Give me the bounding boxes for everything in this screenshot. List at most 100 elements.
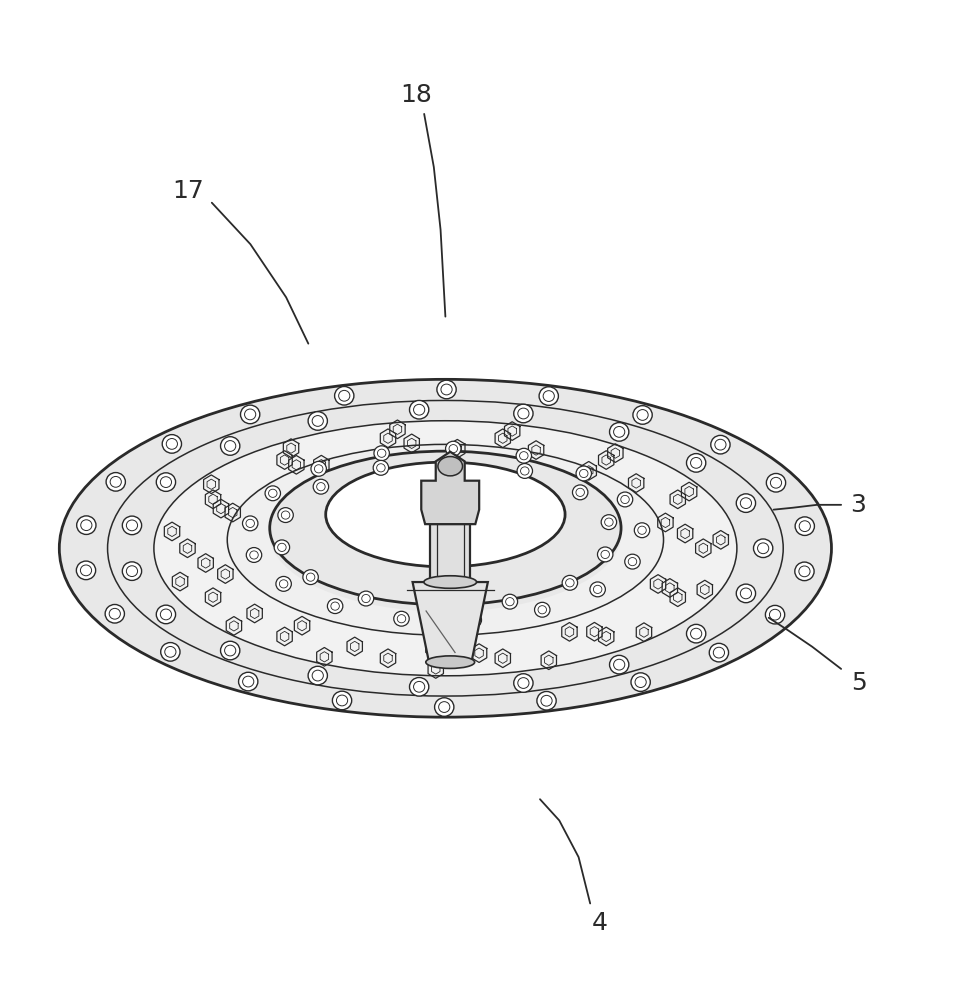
Ellipse shape xyxy=(327,599,343,614)
Ellipse shape xyxy=(469,616,478,624)
Ellipse shape xyxy=(576,466,591,481)
Ellipse shape xyxy=(245,409,256,420)
Ellipse shape xyxy=(737,584,756,603)
Ellipse shape xyxy=(325,462,565,567)
Ellipse shape xyxy=(282,511,289,519)
Ellipse shape xyxy=(737,494,756,512)
Ellipse shape xyxy=(634,523,650,538)
Ellipse shape xyxy=(278,543,287,551)
Ellipse shape xyxy=(466,613,481,627)
Text: 3: 3 xyxy=(851,493,866,517)
Ellipse shape xyxy=(505,598,514,606)
Ellipse shape xyxy=(374,446,389,461)
Ellipse shape xyxy=(154,421,737,676)
Ellipse shape xyxy=(270,458,621,612)
Ellipse shape xyxy=(449,458,458,466)
Ellipse shape xyxy=(161,643,180,661)
Ellipse shape xyxy=(631,673,650,691)
Ellipse shape xyxy=(597,547,613,562)
Ellipse shape xyxy=(238,672,257,691)
Ellipse shape xyxy=(374,460,388,475)
Ellipse shape xyxy=(799,566,810,577)
Ellipse shape xyxy=(537,691,557,710)
Ellipse shape xyxy=(106,473,126,491)
Ellipse shape xyxy=(800,521,810,532)
Ellipse shape xyxy=(109,608,120,619)
Ellipse shape xyxy=(795,562,814,581)
Ellipse shape xyxy=(227,443,663,634)
Text: 17: 17 xyxy=(171,179,203,203)
Ellipse shape xyxy=(767,473,786,492)
Text: 4: 4 xyxy=(591,911,608,935)
Ellipse shape xyxy=(637,410,649,420)
Ellipse shape xyxy=(317,483,325,491)
Ellipse shape xyxy=(439,702,450,712)
Ellipse shape xyxy=(741,498,751,509)
Ellipse shape xyxy=(246,548,261,562)
Ellipse shape xyxy=(325,462,565,567)
Ellipse shape xyxy=(166,439,177,449)
Ellipse shape xyxy=(397,615,406,623)
Ellipse shape xyxy=(250,551,258,559)
Ellipse shape xyxy=(156,473,175,491)
Ellipse shape xyxy=(538,606,547,614)
Ellipse shape xyxy=(165,646,176,657)
Polygon shape xyxy=(412,582,488,662)
Ellipse shape xyxy=(315,465,323,473)
Ellipse shape xyxy=(306,573,315,581)
Ellipse shape xyxy=(593,585,602,593)
Ellipse shape xyxy=(771,477,781,488)
Ellipse shape xyxy=(520,452,529,460)
Ellipse shape xyxy=(433,603,441,611)
Ellipse shape xyxy=(610,423,629,441)
Ellipse shape xyxy=(562,575,578,590)
Ellipse shape xyxy=(426,656,474,668)
Ellipse shape xyxy=(161,477,171,487)
Ellipse shape xyxy=(518,408,529,419)
Ellipse shape xyxy=(268,489,277,497)
Polygon shape xyxy=(421,452,479,524)
Ellipse shape xyxy=(127,566,137,577)
Ellipse shape xyxy=(243,676,254,687)
Ellipse shape xyxy=(686,454,706,472)
Ellipse shape xyxy=(409,678,429,696)
Polygon shape xyxy=(430,524,470,582)
Ellipse shape xyxy=(278,508,293,523)
Ellipse shape xyxy=(572,485,588,500)
Ellipse shape xyxy=(303,570,318,585)
Ellipse shape xyxy=(246,519,255,527)
Ellipse shape xyxy=(753,539,772,558)
Ellipse shape xyxy=(565,579,574,587)
Ellipse shape xyxy=(80,565,92,576)
Ellipse shape xyxy=(413,681,425,692)
Ellipse shape xyxy=(514,404,533,423)
Text: 5: 5 xyxy=(851,671,866,695)
Ellipse shape xyxy=(394,611,409,626)
Ellipse shape xyxy=(795,517,814,535)
Ellipse shape xyxy=(221,437,240,455)
Ellipse shape xyxy=(620,495,629,504)
Ellipse shape xyxy=(156,605,175,624)
Ellipse shape xyxy=(76,516,96,534)
Ellipse shape xyxy=(449,445,458,453)
Ellipse shape xyxy=(270,451,621,605)
Ellipse shape xyxy=(122,516,141,535)
Ellipse shape xyxy=(312,416,323,426)
Ellipse shape xyxy=(543,391,555,401)
Ellipse shape xyxy=(635,677,647,687)
Ellipse shape xyxy=(633,406,652,424)
Ellipse shape xyxy=(711,435,730,454)
Ellipse shape xyxy=(274,540,289,555)
Ellipse shape xyxy=(446,455,462,470)
Ellipse shape xyxy=(601,515,617,530)
Ellipse shape xyxy=(541,695,552,706)
Ellipse shape xyxy=(710,643,729,662)
Ellipse shape xyxy=(161,609,171,620)
Text: 18: 18 xyxy=(401,83,433,107)
Ellipse shape xyxy=(517,464,532,478)
Ellipse shape xyxy=(80,520,92,531)
Ellipse shape xyxy=(312,670,323,681)
Ellipse shape xyxy=(243,516,257,531)
Ellipse shape xyxy=(358,591,374,606)
Ellipse shape xyxy=(339,390,349,401)
